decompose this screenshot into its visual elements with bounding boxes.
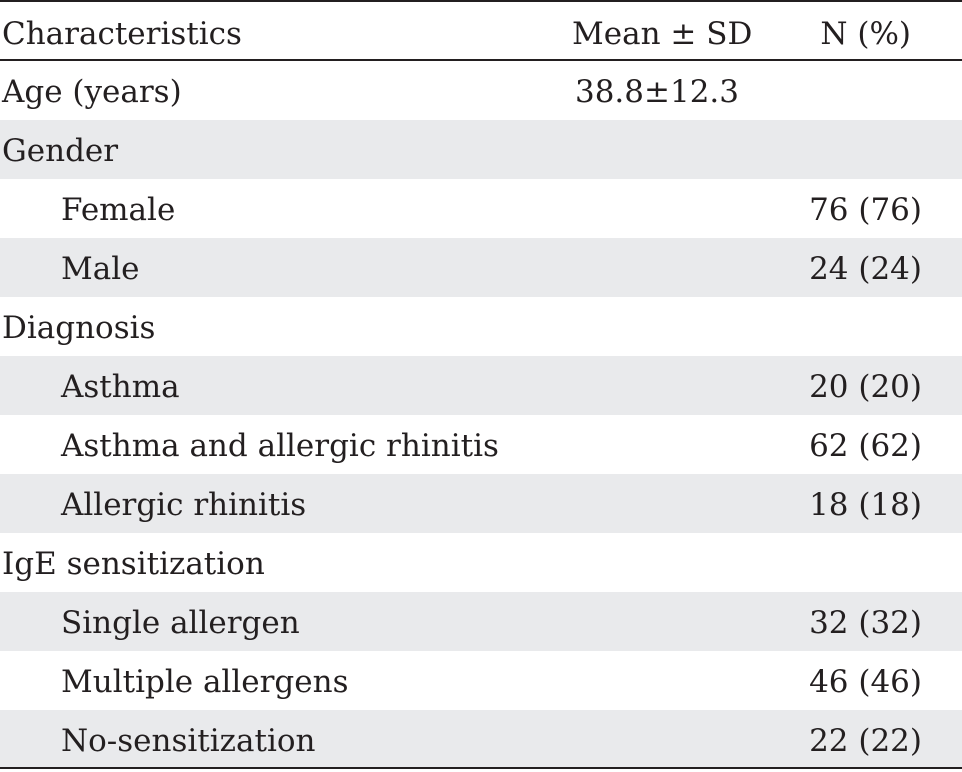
row-n-percent: 20 (20) — [809, 369, 922, 405]
row-n-percent: 46 (46) — [809, 664, 922, 700]
table-row: Age (years) 38.8±12.3 — [0, 61, 962, 120]
row-label: Multiple allergens — [61, 664, 349, 700]
row-mean-sd — [572, 651, 742, 710]
row-n-percent: 18 (18) — [809, 487, 922, 523]
header-characteristics: Characteristics — [2, 16, 242, 52]
row-mean-sd — [572, 533, 742, 592]
row-mean-sd — [572, 415, 742, 474]
row-mean-sd — [572, 238, 742, 297]
row-mean-sd — [572, 120, 742, 179]
row-n-percent: 24 (24) — [809, 251, 922, 287]
table-row: No-sensitization 22 (22) — [0, 710, 962, 769]
top-rule — [0, 0, 962, 2]
row-label: Diagnosis — [2, 310, 156, 346]
table-row: Single allergen 32 (32) — [0, 592, 962, 651]
row-label: Age (years) — [2, 74, 182, 110]
header-rule — [0, 59, 962, 61]
row-label: Female — [61, 192, 176, 228]
header-n-percent: N (%) — [820, 16, 911, 52]
row-n-percent: 62 (62) — [809, 428, 922, 464]
bottom-rule — [0, 767, 962, 769]
row-n-percent: 22 (22) — [809, 723, 922, 759]
row-mean-sd — [572, 592, 742, 651]
row-mean-sd — [572, 356, 742, 415]
row-label: Male — [61, 251, 140, 287]
table-row: IgE sensitization — [0, 533, 962, 592]
row-label: Gender — [2, 133, 119, 169]
row-label: Asthma — [61, 369, 180, 405]
table-row: Asthma 20 (20) — [0, 356, 962, 415]
table-row: Multiple allergens 46 (46) — [0, 651, 962, 710]
row-label: Asthma and allergic rhinitis — [61, 428, 499, 464]
row-n-percent: 32 (32) — [809, 605, 922, 641]
row-label: Allergic rhinitis — [61, 487, 307, 523]
row-mean-sd — [572, 474, 742, 533]
row-label: IgE sensitization — [2, 546, 265, 582]
row-mean-sd — [572, 710, 742, 769]
table-row: Male 24 (24) — [0, 238, 962, 297]
row-label: No-sensitization — [61, 723, 316, 759]
row-mean-sd — [572, 297, 742, 356]
table-row: Asthma and allergic rhinitis 62 (62) — [0, 415, 962, 474]
header-row: Characteristics Mean ± SD N (%) — [0, 2, 962, 61]
header-mean-sd: Mean ± SD — [572, 16, 753, 52]
row-mean-sd — [572, 179, 742, 238]
table-row: Female 76 (76) — [0, 179, 962, 238]
row-mean-sd: 38.8±12.3 — [574, 74, 740, 110]
row-label: Single allergen — [61, 605, 300, 641]
row-n-percent: 76 (76) — [809, 192, 922, 228]
table-row: Allergic rhinitis 18 (18) — [0, 474, 962, 533]
table-row: Gender — [0, 120, 962, 179]
table-row: Diagnosis — [0, 297, 962, 356]
